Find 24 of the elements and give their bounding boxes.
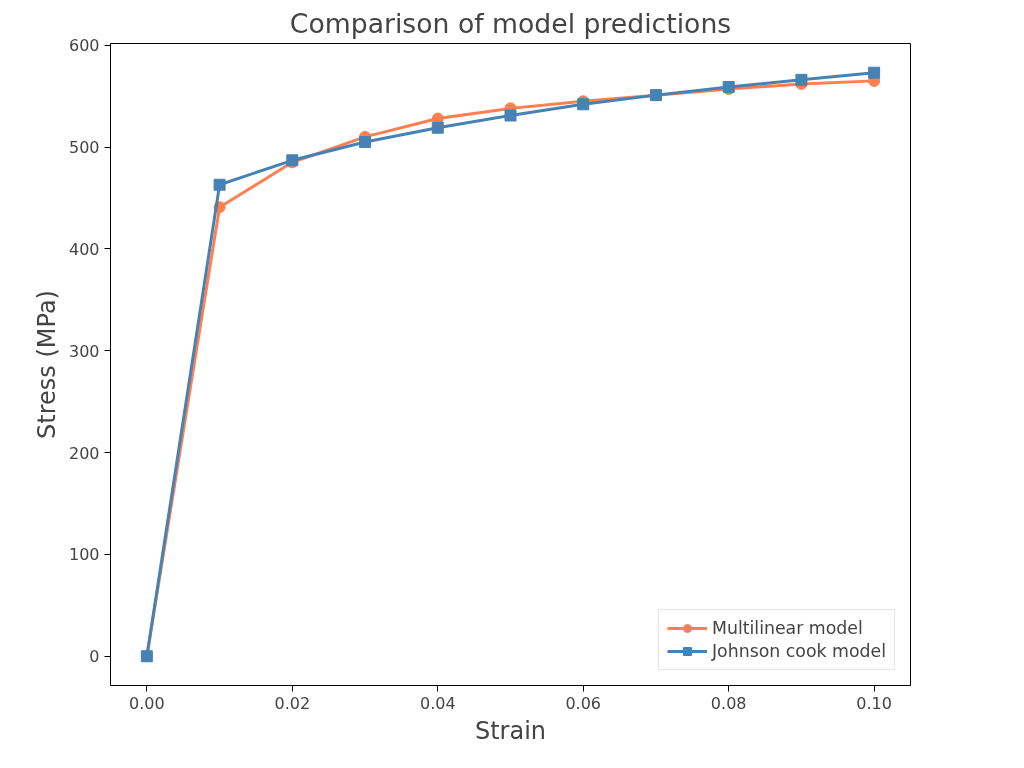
point (868, 66, 881, 79)
y-tick-label: 400 (68, 239, 100, 259)
x-tick-label: 0.08 (710, 693, 747, 713)
y-axis-title: Stress (MPa) (32, 290, 61, 439)
legend-label: Multilinear model (711, 618, 863, 638)
y-tick-label: 100 (68, 545, 100, 565)
x-tick-label: 0.02 (274, 693, 311, 713)
point (213, 178, 226, 191)
y-tick-label: 300 (68, 341, 100, 361)
x-tick-label: 0.06 (565, 693, 602, 713)
legend-label: Johnson cook model (711, 641, 886, 661)
y-tick-label: 500 (68, 138, 100, 158)
x-axis-title: Strain (474, 716, 547, 745)
y-tick-label: 0 (89, 647, 100, 667)
x-tick-label: 0.04 (419, 693, 456, 713)
y-tick-label: 200 (68, 443, 100, 463)
y-tick-label: 600 (68, 36, 100, 56)
point (504, 109, 517, 122)
point (359, 135, 372, 148)
point (431, 121, 444, 134)
chart-title: Comparison of model predictions (289, 7, 732, 39)
x-tick-label: 0.10 (856, 693, 892, 713)
x-tick-label: 0.00 (129, 693, 165, 713)
point (795, 73, 808, 86)
